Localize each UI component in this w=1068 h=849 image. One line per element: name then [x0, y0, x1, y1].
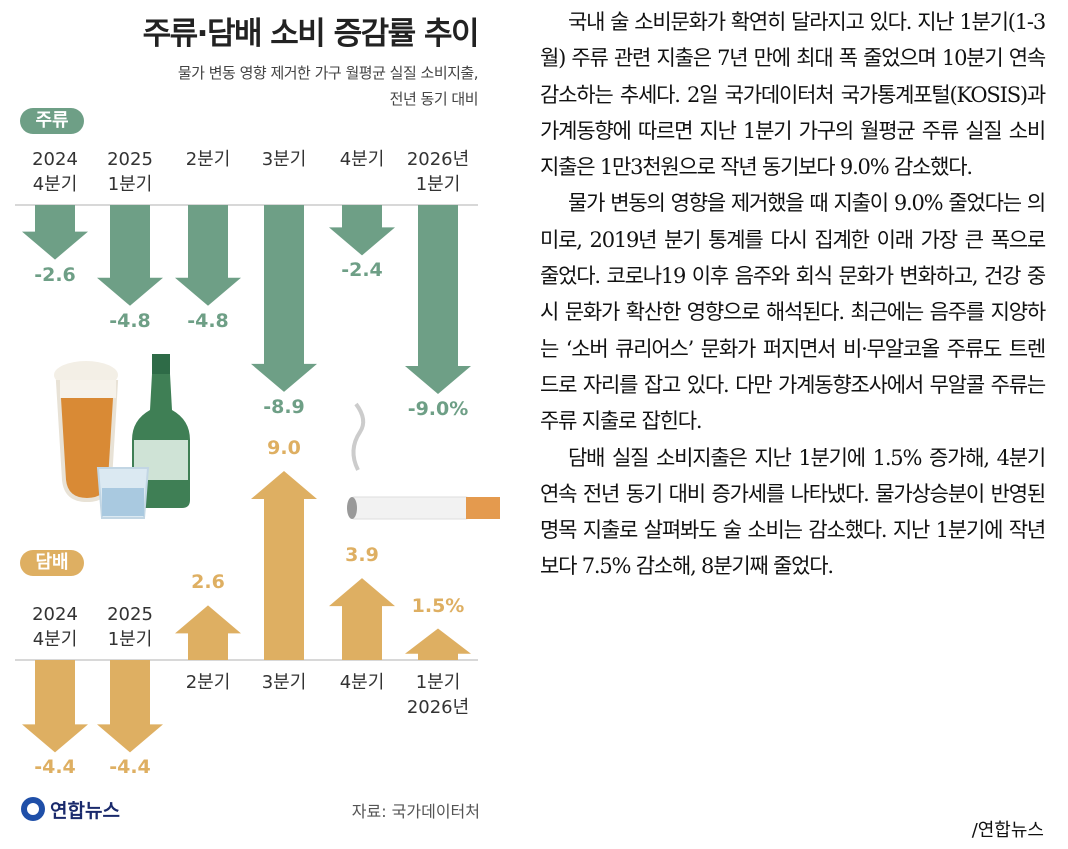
category-label: 2분기 — [168, 147, 248, 172]
value-label: 1.5% — [393, 595, 483, 617]
category-label: 2분기 — [168, 670, 248, 695]
value-label: 3.9 — [317, 544, 407, 566]
value-label: 9.0 — [239, 437, 329, 459]
arrow-bar — [22, 660, 88, 752]
water-glass — [98, 468, 148, 518]
value-label: -4.8 — [85, 310, 175, 332]
value-label: -4.8 — [163, 310, 253, 332]
value-label: -8.9 — [239, 396, 329, 418]
paragraph: 담배 실질 소비지출은 지난 1분기에 1.5% 증가해, 4분기 연속 전년 … — [540, 440, 1045, 585]
category-label: 3분기 — [244, 147, 324, 172]
arrow-bar — [97, 660, 163, 752]
cigarette — [347, 404, 500, 519]
arrow-bar — [405, 205, 471, 394]
value-label: -2.4 — [317, 259, 407, 281]
arrow-bar — [251, 205, 317, 392]
category-label: 4분기 — [322, 670, 402, 695]
byline: /연합뉴스 — [972, 816, 1044, 842]
page: 주류·담배 소비 증감률 추이 물가 변동 영향 제거한 가구 월평균 실질 소… — [0, 0, 1068, 849]
section-label: 담배 — [20, 550, 84, 576]
arrow-bar — [329, 578, 395, 660]
logo-icon — [20, 796, 46, 822]
title: 주류·담배 소비 증감률 추이 — [143, 8, 478, 53]
category-label: 1분기 2026년 — [398, 670, 478, 720]
source: 자료: 국가데이터처 — [352, 798, 480, 822]
arrow-bar — [175, 205, 241, 306]
category-label: 4분기 — [322, 147, 402, 172]
arrow-bar — [22, 205, 88, 260]
category-label: 3분기 — [244, 670, 324, 695]
arrow-bar — [175, 605, 241, 660]
paragraph: 국내 술 소비문화가 확연히 달라지고 있다. 지난 1분기(1-3월) 주류 … — [540, 4, 1045, 185]
logo: 연합뉴스 — [50, 796, 120, 823]
article: 국내 술 소비문화가 확연히 달라지고 있다. 지난 1분기(1-3월) 주류 … — [540, 4, 1045, 585]
category-label: 2024 4분기 — [15, 602, 95, 652]
category-label: 2026년 1분기 — [398, 147, 478, 197]
category-label: 2024 4분기 — [15, 147, 95, 197]
category-label: 2025 1분기 — [90, 147, 170, 197]
section-label: 주류 — [20, 108, 84, 134]
category-label: 2025 1분기 — [90, 602, 170, 652]
value-label: -9.0% — [393, 398, 483, 420]
value-label: 2.6 — [163, 571, 253, 593]
arrow-bar — [405, 629, 471, 661]
arrow-bar — [329, 205, 395, 255]
arrow-bar — [251, 471, 317, 660]
value-label: -4.4 — [85, 756, 175, 778]
subtitle: 물가 변동 영향 제거한 가구 월평균 실질 소비지출, 전년 동기 대비 — [178, 60, 478, 112]
arrow-bar — [97, 205, 163, 306]
logo-text: 연합뉴스 — [50, 800, 120, 822]
value-label: -2.6 — [10, 264, 100, 286]
paragraph: 물가 변동의 영향을 제거했을 때 지출이 9.0% 줄었다는 의미로, 201… — [540, 185, 1045, 439]
